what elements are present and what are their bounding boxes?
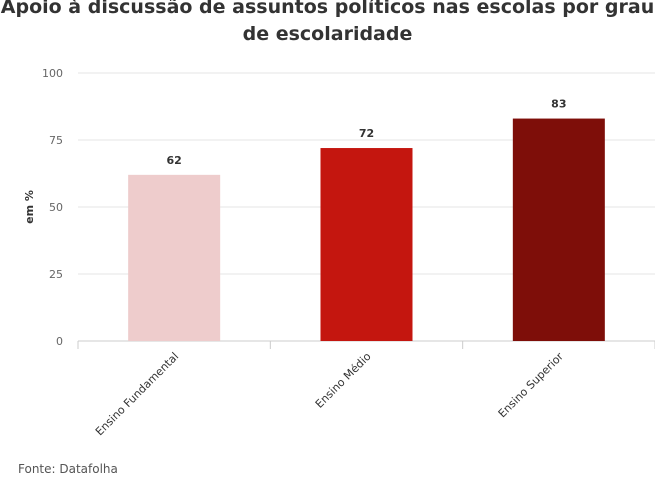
y-axis-label: em % xyxy=(23,190,36,224)
data-label: 83 xyxy=(551,98,566,111)
bars xyxy=(128,118,605,341)
x-tick-label: Ensino Fundamental xyxy=(93,350,181,438)
bar xyxy=(512,118,605,341)
bar xyxy=(128,174,221,341)
y-tick-label: 25 xyxy=(49,268,63,281)
data-labels: 62 72 83 xyxy=(167,98,567,167)
x-tick-label: Ensino Médio xyxy=(313,350,374,411)
y-tick-label: 75 xyxy=(49,134,63,147)
y-tick-label: 0 xyxy=(56,335,63,348)
y-tick-label: 50 xyxy=(49,201,63,214)
y-axis-ticks: 0 25 50 75 100 xyxy=(42,67,63,348)
x-axis: Ensino Fundamental Ensino Médio Ensino Sup… xyxy=(77,341,655,438)
source-note: Fonte: Datafolha xyxy=(18,462,118,476)
x-tick-label: Ensino Superior xyxy=(496,350,567,421)
data-label: 62 xyxy=(167,154,182,167)
chart-title: Apoio à discussão de assuntos políticos … xyxy=(0,0,655,45)
y-tick-label: 100 xyxy=(42,67,63,80)
data-label: 72 xyxy=(359,127,374,140)
bar xyxy=(320,148,413,341)
